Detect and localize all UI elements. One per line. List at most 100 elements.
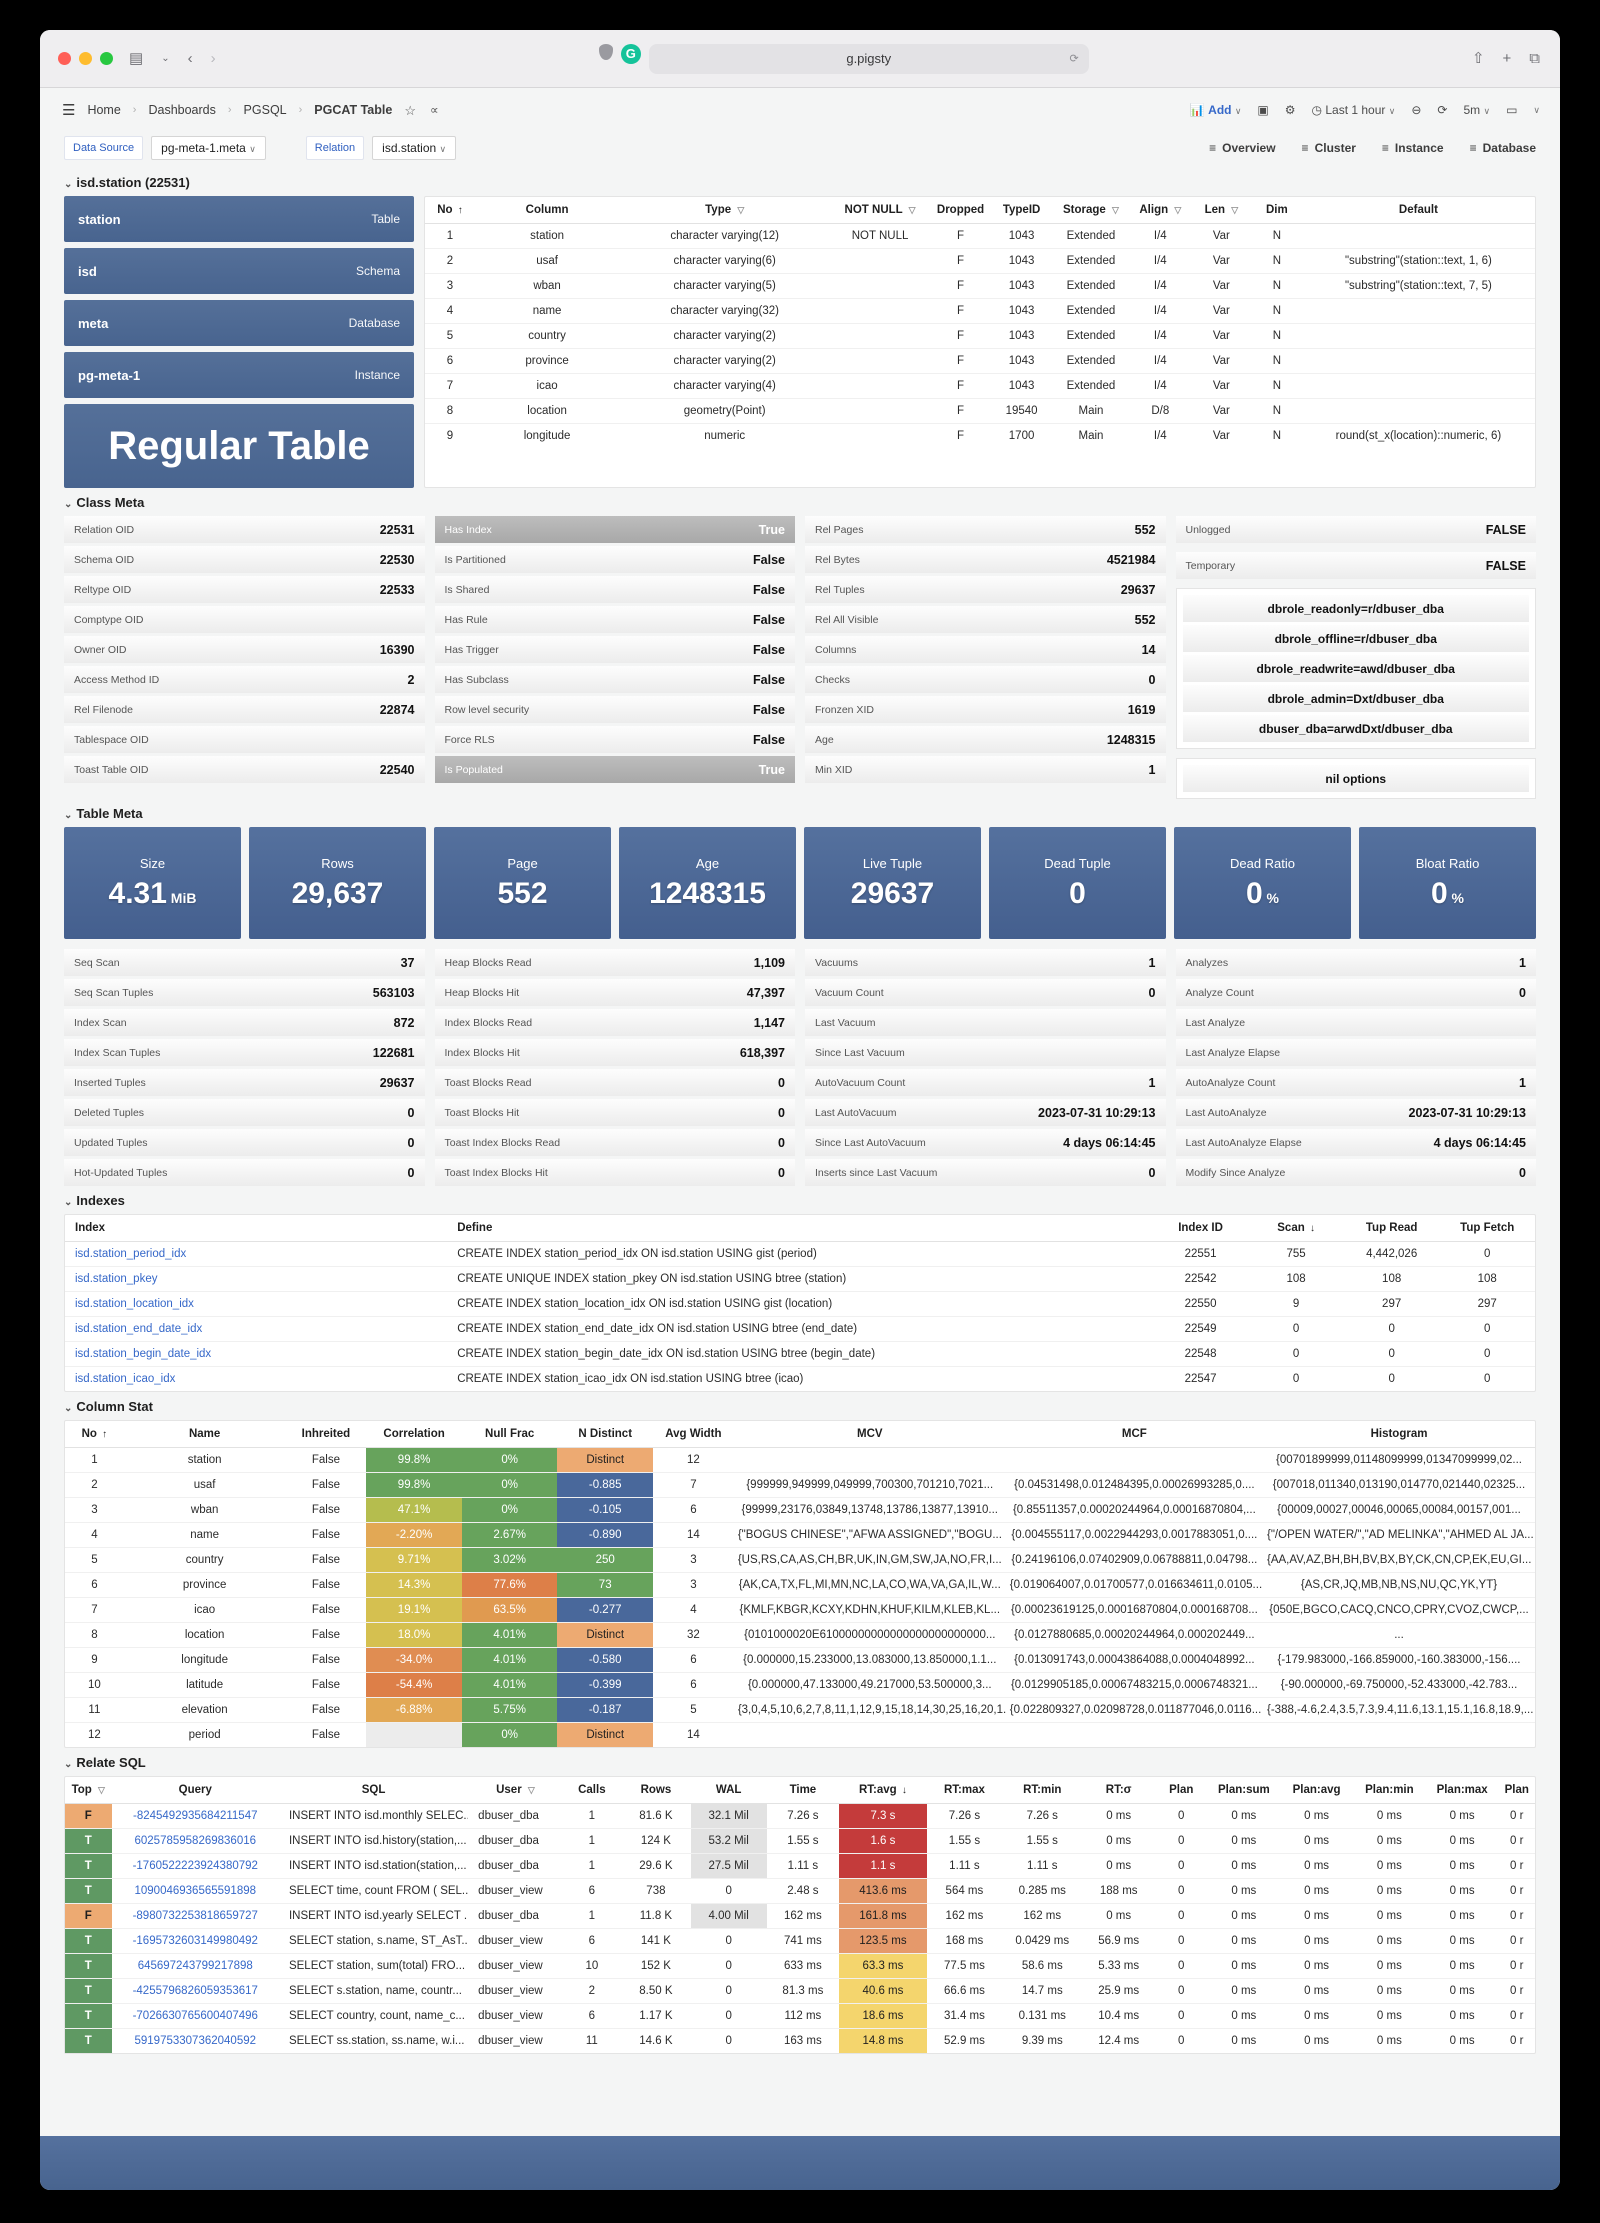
nav-link-database[interactable]: ≡ Database (1469, 141, 1536, 155)
column-header[interactable]: Storage ▽ (1052, 197, 1130, 224)
query-link[interactable]: -8245492935684211547 (133, 1810, 258, 1822)
tv-mode-icon[interactable]: ▭ (1506, 103, 1518, 117)
filter-funnel-icon[interactable]: ▽ (1231, 205, 1239, 215)
forward-button[interactable]: › (210, 50, 216, 67)
sort-asc-icon[interactable]: ↑ (102, 1429, 108, 1440)
time-range-picker[interactable]: ◷ Last 1 hour ∨ (1311, 103, 1396, 117)
filter-funnel-icon[interactable]: ▽ (98, 1785, 105, 1795)
add-panel-button[interactable]: 📊 Add ∨ (1189, 103, 1242, 117)
column-header[interactable]: Index ID (1152, 1215, 1249, 1242)
column-header[interactable]: Inhreited (285, 1421, 367, 1448)
query-link[interactable]: -1695732603149980492 (132, 1935, 258, 1947)
new-tab-button[interactable]: + (1502, 50, 1512, 67)
column-header[interactable]: Plan:sum (1207, 1777, 1281, 1804)
column-header[interactable]: RT:min (1002, 1777, 1083, 1804)
query-link[interactable]: 645697243799217898 (137, 1960, 253, 1972)
section-class-meta-header[interactable]: ⌄ Class Meta (64, 495, 145, 510)
column-header[interactable]: RT:avg ↓ (839, 1777, 927, 1804)
star-icon[interactable]: ☆ (404, 102, 416, 118)
column-header[interactable]: Time (766, 1777, 840, 1804)
column-header[interactable]: No ↑ (65, 1421, 124, 1448)
query-link[interactable]: 5919753307362040592 (134, 2035, 257, 2047)
column-header[interactable]: No ↑ (425, 197, 475, 224)
reload-icon[interactable]: ⟳ (1069, 53, 1079, 65)
column-header[interactable]: N Distinct (557, 1421, 653, 1448)
refresh-icon[interactable]: ⟳ (1437, 103, 1448, 117)
column-header[interactable]: Index (65, 1215, 448, 1242)
relation-picker[interactable]: isd.station ∨ (372, 136, 457, 160)
query-link[interactable]: -4255796826059353617 (132, 1985, 258, 1997)
close-window-button[interactable] (58, 52, 71, 65)
index-link[interactable]: isd.station_end_date_idx (75, 1323, 203, 1335)
column-header[interactable]: SQL (278, 1777, 469, 1804)
address-bar[interactable]: g.pigsty ⟳ (648, 43, 1089, 74)
sidebar-toggle-icon[interactable]: ▤ (129, 50, 144, 67)
nav-link-instance[interactable]: ≡ Instance (1381, 141, 1444, 155)
index-link[interactable]: isd.station_period_idx (75, 1248, 187, 1260)
breadcrumb-pgsql[interactable]: PGSQL (243, 103, 287, 117)
index-link[interactable]: isd.station_begin_date_idx (75, 1348, 212, 1360)
sort-asc-icon[interactable]: ↑ (457, 205, 463, 216)
filter-funnel-icon[interactable]: ▽ (1112, 205, 1119, 215)
hamburger-menu-icon[interactable]: ☰ (62, 101, 76, 119)
tab-overview-icon[interactable]: ⧉ (1529, 50, 1540, 67)
column-header[interactable]: Plan:min (1352, 1777, 1426, 1804)
section-column-stat-header[interactable]: ⌄ Column Stat (64, 1399, 153, 1414)
sort-desc-icon[interactable]: ↓ (1309, 1223, 1315, 1234)
column-header[interactable]: Query (111, 1777, 279, 1804)
breadcrumb-dashboards[interactable]: Dashboards (148, 103, 216, 117)
column-header[interactable]: Rows (620, 1777, 691, 1804)
zoom-out-icon[interactable]: ⊖ (1411, 103, 1422, 117)
nav-link-cluster[interactable]: ≡ Cluster (1301, 141, 1356, 155)
column-header[interactable]: TypeID (991, 197, 1053, 224)
minimize-window-button[interactable] (79, 52, 92, 65)
privacy-shield-icon[interactable] (598, 43, 613, 60)
column-header[interactable]: Name (123, 1421, 286, 1448)
column-header[interactable]: Plan (1155, 1777, 1208, 1804)
share-icon[interactable]: ⇧ (1471, 50, 1485, 67)
query-link[interactable]: -1760522223924380792 (132, 1860, 258, 1872)
column-header[interactable]: Tup Fetch (1439, 1215, 1535, 1242)
column-header[interactable]: Dropped (930, 197, 992, 224)
column-header[interactable]: Align ▽ (1129, 197, 1191, 224)
share-dashboard-icon[interactable]: ∝ (429, 103, 439, 117)
section-relate-sql-header[interactable]: ⌄ Relate SQL (64, 1755, 146, 1770)
filter-funnel-icon[interactable]: ▽ (737, 205, 745, 215)
filter-funnel-icon[interactable]: ▽ (908, 205, 916, 215)
index-link[interactable]: isd.station_location_idx (75, 1298, 194, 1310)
filter-funnel-icon[interactable]: ▽ (527, 1785, 535, 1795)
query-link[interactable]: -8980732253818659727 (132, 1910, 258, 1922)
column-header[interactable]: Plan (1498, 1777, 1535, 1804)
nav-link-overview[interactable]: ≡ Overview (1209, 141, 1276, 155)
column-header[interactable]: Dim (1251, 197, 1302, 224)
column-header[interactable]: Plan:avg (1280, 1777, 1353, 1804)
column-header[interactable]: Avg Width (652, 1421, 734, 1448)
back-button[interactable]: ‹ (187, 50, 193, 67)
column-header[interactable]: Plan:max (1425, 1777, 1499, 1804)
column-header[interactable]: Scan ↓ (1248, 1215, 1344, 1242)
filter-funnel-icon[interactable]: ▽ (1174, 205, 1182, 215)
column-header[interactable]: MCF (1005, 1421, 1263, 1448)
sort-desc-icon[interactable]: ↓ (901, 1785, 907, 1796)
column-header[interactable]: Tup Read (1343, 1215, 1440, 1242)
grammarly-icon[interactable]: G (620, 43, 641, 64)
column-header[interactable]: Column (474, 197, 620, 224)
column-header[interactable]: RT:max (926, 1777, 1003, 1804)
column-header[interactable]: WAL (690, 1777, 767, 1804)
query-link[interactable]: 6025785958269836016 (134, 1835, 257, 1847)
section-indexes-header[interactable]: ⌄ Indexes (64, 1193, 125, 1208)
column-header[interactable]: Calls (562, 1777, 621, 1804)
refresh-interval-picker[interactable]: 5m ∨ (1463, 103, 1491, 117)
index-link[interactable]: isd.station_icao_idx (75, 1373, 176, 1385)
column-header[interactable]: Default (1301, 197, 1535, 224)
column-header[interactable]: Histogram (1263, 1421, 1535, 1448)
chevron-down-icon[interactable]: ∨ (1533, 104, 1540, 115)
column-header[interactable]: Correlation (366, 1421, 462, 1448)
breadcrumb-home[interactable]: Home (87, 103, 121, 117)
column-header[interactable]: User ▽ (468, 1777, 563, 1804)
column-header[interactable]: RT:σ (1082, 1777, 1156, 1804)
section-table-meta-header[interactable]: ⌄ Table Meta (64, 806, 143, 821)
save-dashboard-icon[interactable]: ▣ (1257, 103, 1269, 117)
column-header[interactable]: MCV (733, 1421, 1006, 1448)
column-header[interactable]: Len ▽ (1190, 197, 1252, 224)
